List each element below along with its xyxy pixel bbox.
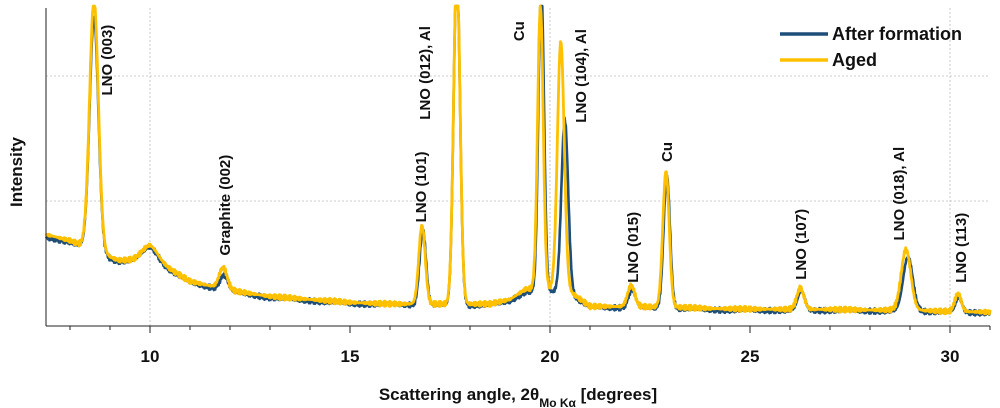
grid-lines [46,8,990,326]
x-tick-label-25: 25 [741,347,760,366]
peak-label-7: Cu [659,142,676,162]
peak-label-8: LNO (107) [793,209,810,280]
legend: After formation Aged [780,24,962,70]
peak-label-9: LNO (018), Al [891,147,908,241]
series-layer [44,4,992,317]
x-axis-title: Scattering angle, 2θMo Kα [degrees] [379,385,657,408]
x-axis-title-unit: [degrees] [576,385,657,404]
x-axis-title-subscript: Mo Kα [539,396,576,408]
peak-label-4: Cu [511,21,528,41]
axes [45,8,990,327]
x-tick-label-30: 30 [941,347,960,366]
peak-label-5: LNO (104), Al [573,29,590,123]
y-axis-title: Intensity [7,137,26,207]
peak-label-6: LNO (015) [625,212,642,283]
x-tick-label-15: 15 [341,347,360,366]
legend-label-0: After formation [832,24,962,44]
x-tick-label-10: 10 [141,347,160,366]
peak-label-3: LNO (012), Al [417,26,434,120]
peak-label-10: LNO (113) [953,213,970,283]
peak-labels: LNO (003) Graphite (002) LNO (101) LNO (012… [99,21,970,283]
plot-area [46,8,990,326]
peak-label-0: LNO (003) [99,25,116,96]
x-tick-label-20: 20 [541,347,560,366]
x-axis-title-main: Scattering angle, 2θ [379,385,539,404]
legend-label-1: Aged [832,50,877,70]
peak-label-2: LNO (101) [413,152,430,223]
x-ticks: 10 15 20 25 30 [69,326,991,366]
peak-label-1: Graphite (002) [217,155,234,256]
series-line-aged [44,4,992,316]
